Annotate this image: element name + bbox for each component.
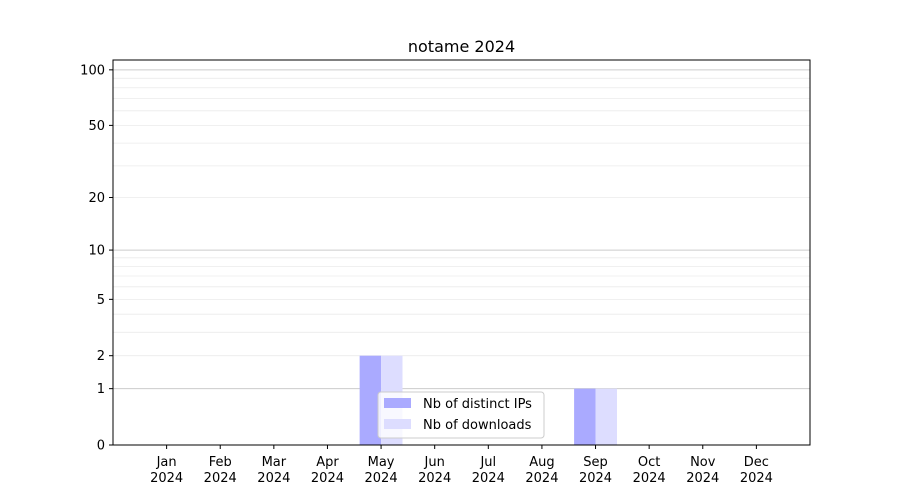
legend-box xyxy=(377,391,545,439)
y-tick-label: 1 xyxy=(97,382,105,397)
x-tick-label: 2024 xyxy=(472,471,505,486)
x-tick-label: 2024 xyxy=(579,471,612,486)
x-tick-label: May xyxy=(368,455,395,470)
y-tick-label: 50 xyxy=(88,119,105,134)
x-tick-label: Nov xyxy=(690,455,716,470)
x-tick-label: Mar xyxy=(262,455,287,470)
legend-swatch xyxy=(384,419,411,429)
y-tick-label: 2 xyxy=(97,349,105,364)
x-tick-label: 2024 xyxy=(150,471,183,486)
x-tick-label: Dec xyxy=(744,455,769,470)
x-tick-label: Aug xyxy=(529,455,554,470)
x-tick-label: Oct xyxy=(638,455,660,470)
x-tick-label: Jan xyxy=(156,455,177,470)
x-tick-label: 2024 xyxy=(204,471,237,486)
bar-nb-of-distinct-ips xyxy=(359,355,382,445)
bar-nb-of-distinct-ips xyxy=(574,388,596,445)
x-tick-label: 2024 xyxy=(257,471,290,486)
x-tick-label: Jul xyxy=(479,455,496,470)
x-tick-label: Apr xyxy=(316,455,339,470)
y-tick-label: 0 xyxy=(97,439,105,454)
legend: Nb of distinct IPs Nb of downloads xyxy=(377,391,545,439)
x-tick-label: 2024 xyxy=(311,471,344,486)
chart-title: notame 2024 xyxy=(408,37,515,56)
x-tick-label: Feb xyxy=(209,455,232,470)
bar-nb-of-downloads xyxy=(595,388,617,445)
x-tick-label: Jun xyxy=(424,455,445,470)
x-tick-label: Sep xyxy=(583,455,608,470)
legend-label: Nb of distinct IPs xyxy=(423,397,532,412)
y-tick-label: 10 xyxy=(88,244,105,259)
x-tick-label: 2024 xyxy=(686,471,719,486)
y-tick-label: 20 xyxy=(88,191,105,206)
x-tick-label: 2024 xyxy=(633,471,666,486)
legend-swatch xyxy=(384,398,411,408)
y-tick-label: 5 xyxy=(97,293,105,308)
x-tick-label: 2024 xyxy=(418,471,451,486)
y-tick-label: 100 xyxy=(80,63,105,78)
x-tick-label: 2024 xyxy=(365,471,398,486)
x-tick-label: 2024 xyxy=(740,471,773,486)
plot-frame xyxy=(112,59,811,446)
x-tick-label: 2024 xyxy=(525,471,558,486)
legend-label: Nb of downloads xyxy=(423,418,532,433)
